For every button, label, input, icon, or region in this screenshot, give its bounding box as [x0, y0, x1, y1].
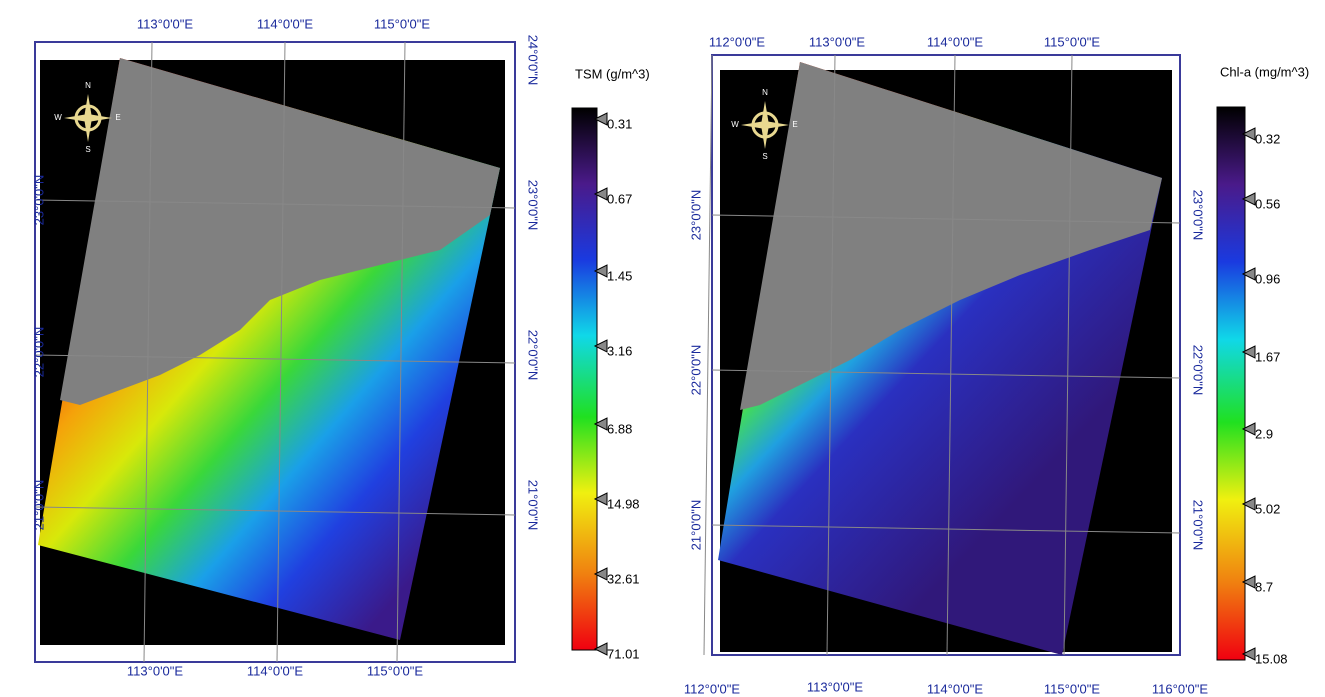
lat-label: 22°0'0"N — [688, 345, 703, 396]
land — [740, 62, 1162, 410]
meridian — [1063, 54, 1073, 656]
compass-letter: E — [115, 113, 120, 122]
meridian — [946, 54, 956, 656]
lon-label: 113°0'0"E — [127, 663, 183, 678]
lon-label: 112°0'0"E — [684, 681, 740, 696]
lat-label: 21°0'0"N — [526, 480, 541, 531]
legend-label: 32.61 — [607, 571, 640, 586]
lon-label: 115°0'0"E — [1044, 34, 1100, 49]
compass-letter: S — [762, 152, 767, 161]
lat-label: 23°0'0"N — [688, 190, 703, 241]
lat-label: 23°0'0"N — [31, 175, 46, 226]
legend-pointer — [1241, 497, 1256, 511]
legend-pointer — [1241, 575, 1256, 589]
lon-label: 112°0'0"E — [709, 34, 765, 49]
lon-label: 113°0'0"E — [809, 34, 865, 49]
legend-pointer — [593, 339, 608, 353]
legend-label: 0.32 — [1255, 131, 1280, 146]
legend-pointer — [593, 567, 608, 581]
legend-pointer — [593, 264, 608, 278]
parallel — [34, 506, 516, 516]
legend-label: 0.56 — [1255, 196, 1280, 211]
lon-label: 115°0'0"E — [374, 16, 430, 31]
legend-label: 6.88 — [607, 421, 632, 436]
legend-label: 3.16 — [607, 343, 632, 358]
compass-letter: W — [731, 120, 739, 129]
lat-label: 23°0'0"N — [1191, 190, 1206, 241]
lon-label: 114°0'0"E — [247, 663, 303, 678]
parallel — [34, 354, 516, 364]
meridian — [396, 41, 406, 663]
color-bar — [571, 107, 598, 651]
compass-letter: N — [762, 88, 768, 97]
legend-pointer — [1241, 345, 1256, 359]
legend-label: 0.31 — [607, 116, 632, 131]
compass-needle — [741, 121, 789, 129]
legend-pointer — [593, 417, 608, 431]
compass-letter: E — [792, 120, 797, 129]
legend-label: 15.08 — [1255, 651, 1288, 666]
compass-letter: N — [85, 81, 91, 90]
legend-label: 71.01 — [607, 646, 640, 661]
lon-label: 113°0'0"E — [807, 679, 863, 694]
legend-pointer — [593, 642, 608, 656]
parallel — [711, 369, 1181, 379]
legend-pointer — [1241, 267, 1256, 281]
land — [60, 58, 500, 405]
legend-pointer — [1241, 422, 1256, 436]
parallel — [34, 199, 516, 209]
parallel — [711, 214, 1181, 224]
legend-label: 5.02 — [1255, 501, 1280, 516]
lon-label: 113°0'0"E — [137, 16, 193, 31]
lon-label: 116°0'0"E — [1152, 681, 1208, 696]
legend-label: 0.96 — [1255, 271, 1280, 286]
lon-label: 114°0'0"E — [927, 34, 983, 49]
legend-title: TSM (g/m^3) — [575, 66, 650, 81]
parallel — [711, 524, 1181, 534]
legend-pointer — [593, 492, 608, 506]
lat-label: 23°0'0"N — [526, 180, 541, 231]
lat-label: 21°0'0"N — [688, 500, 703, 551]
compass-letter: S — [85, 145, 90, 154]
lat-label: 21°0'0"N — [1191, 500, 1206, 551]
lat-label: 22°0'0"N — [1191, 345, 1206, 396]
lat-label: 24°0'0"N — [526, 35, 541, 86]
legend-pointer — [593, 112, 608, 126]
legend-title: Chl-a (mg/m^3) — [1220, 64, 1309, 79]
compass-letter: W — [54, 113, 62, 122]
legend-pointer — [593, 187, 608, 201]
meridian — [826, 54, 836, 656]
legend-label: 0.67 — [607, 191, 632, 206]
lat-label: 22°0'0"N — [31, 327, 46, 378]
color-bar — [1216, 106, 1246, 661]
legend-label: 8.7 — [1255, 579, 1273, 594]
legend-pointer — [1241, 647, 1256, 661]
lon-label: 115°0'0"E — [1044, 681, 1100, 696]
lon-label: 114°0'0"E — [927, 681, 983, 696]
legend-label: 2.9 — [1255, 426, 1273, 441]
lon-label: 115°0'0"E — [367, 663, 423, 678]
lon-label: 114°0'0"E — [257, 16, 313, 31]
lat-label: 22°0'0"N — [526, 330, 541, 381]
legend-label: 1.45 — [607, 268, 632, 283]
legend-label: 14.98 — [607, 496, 640, 511]
meridian — [143, 41, 153, 663]
compass-needle — [64, 114, 112, 122]
legend-pointer — [1241, 127, 1256, 141]
legend-pointer — [1241, 192, 1256, 206]
meridian — [276, 41, 286, 663]
lat-label: 21°0'0"N — [31, 480, 46, 531]
legend-label: 1.67 — [1255, 349, 1280, 364]
meridian — [703, 54, 713, 656]
